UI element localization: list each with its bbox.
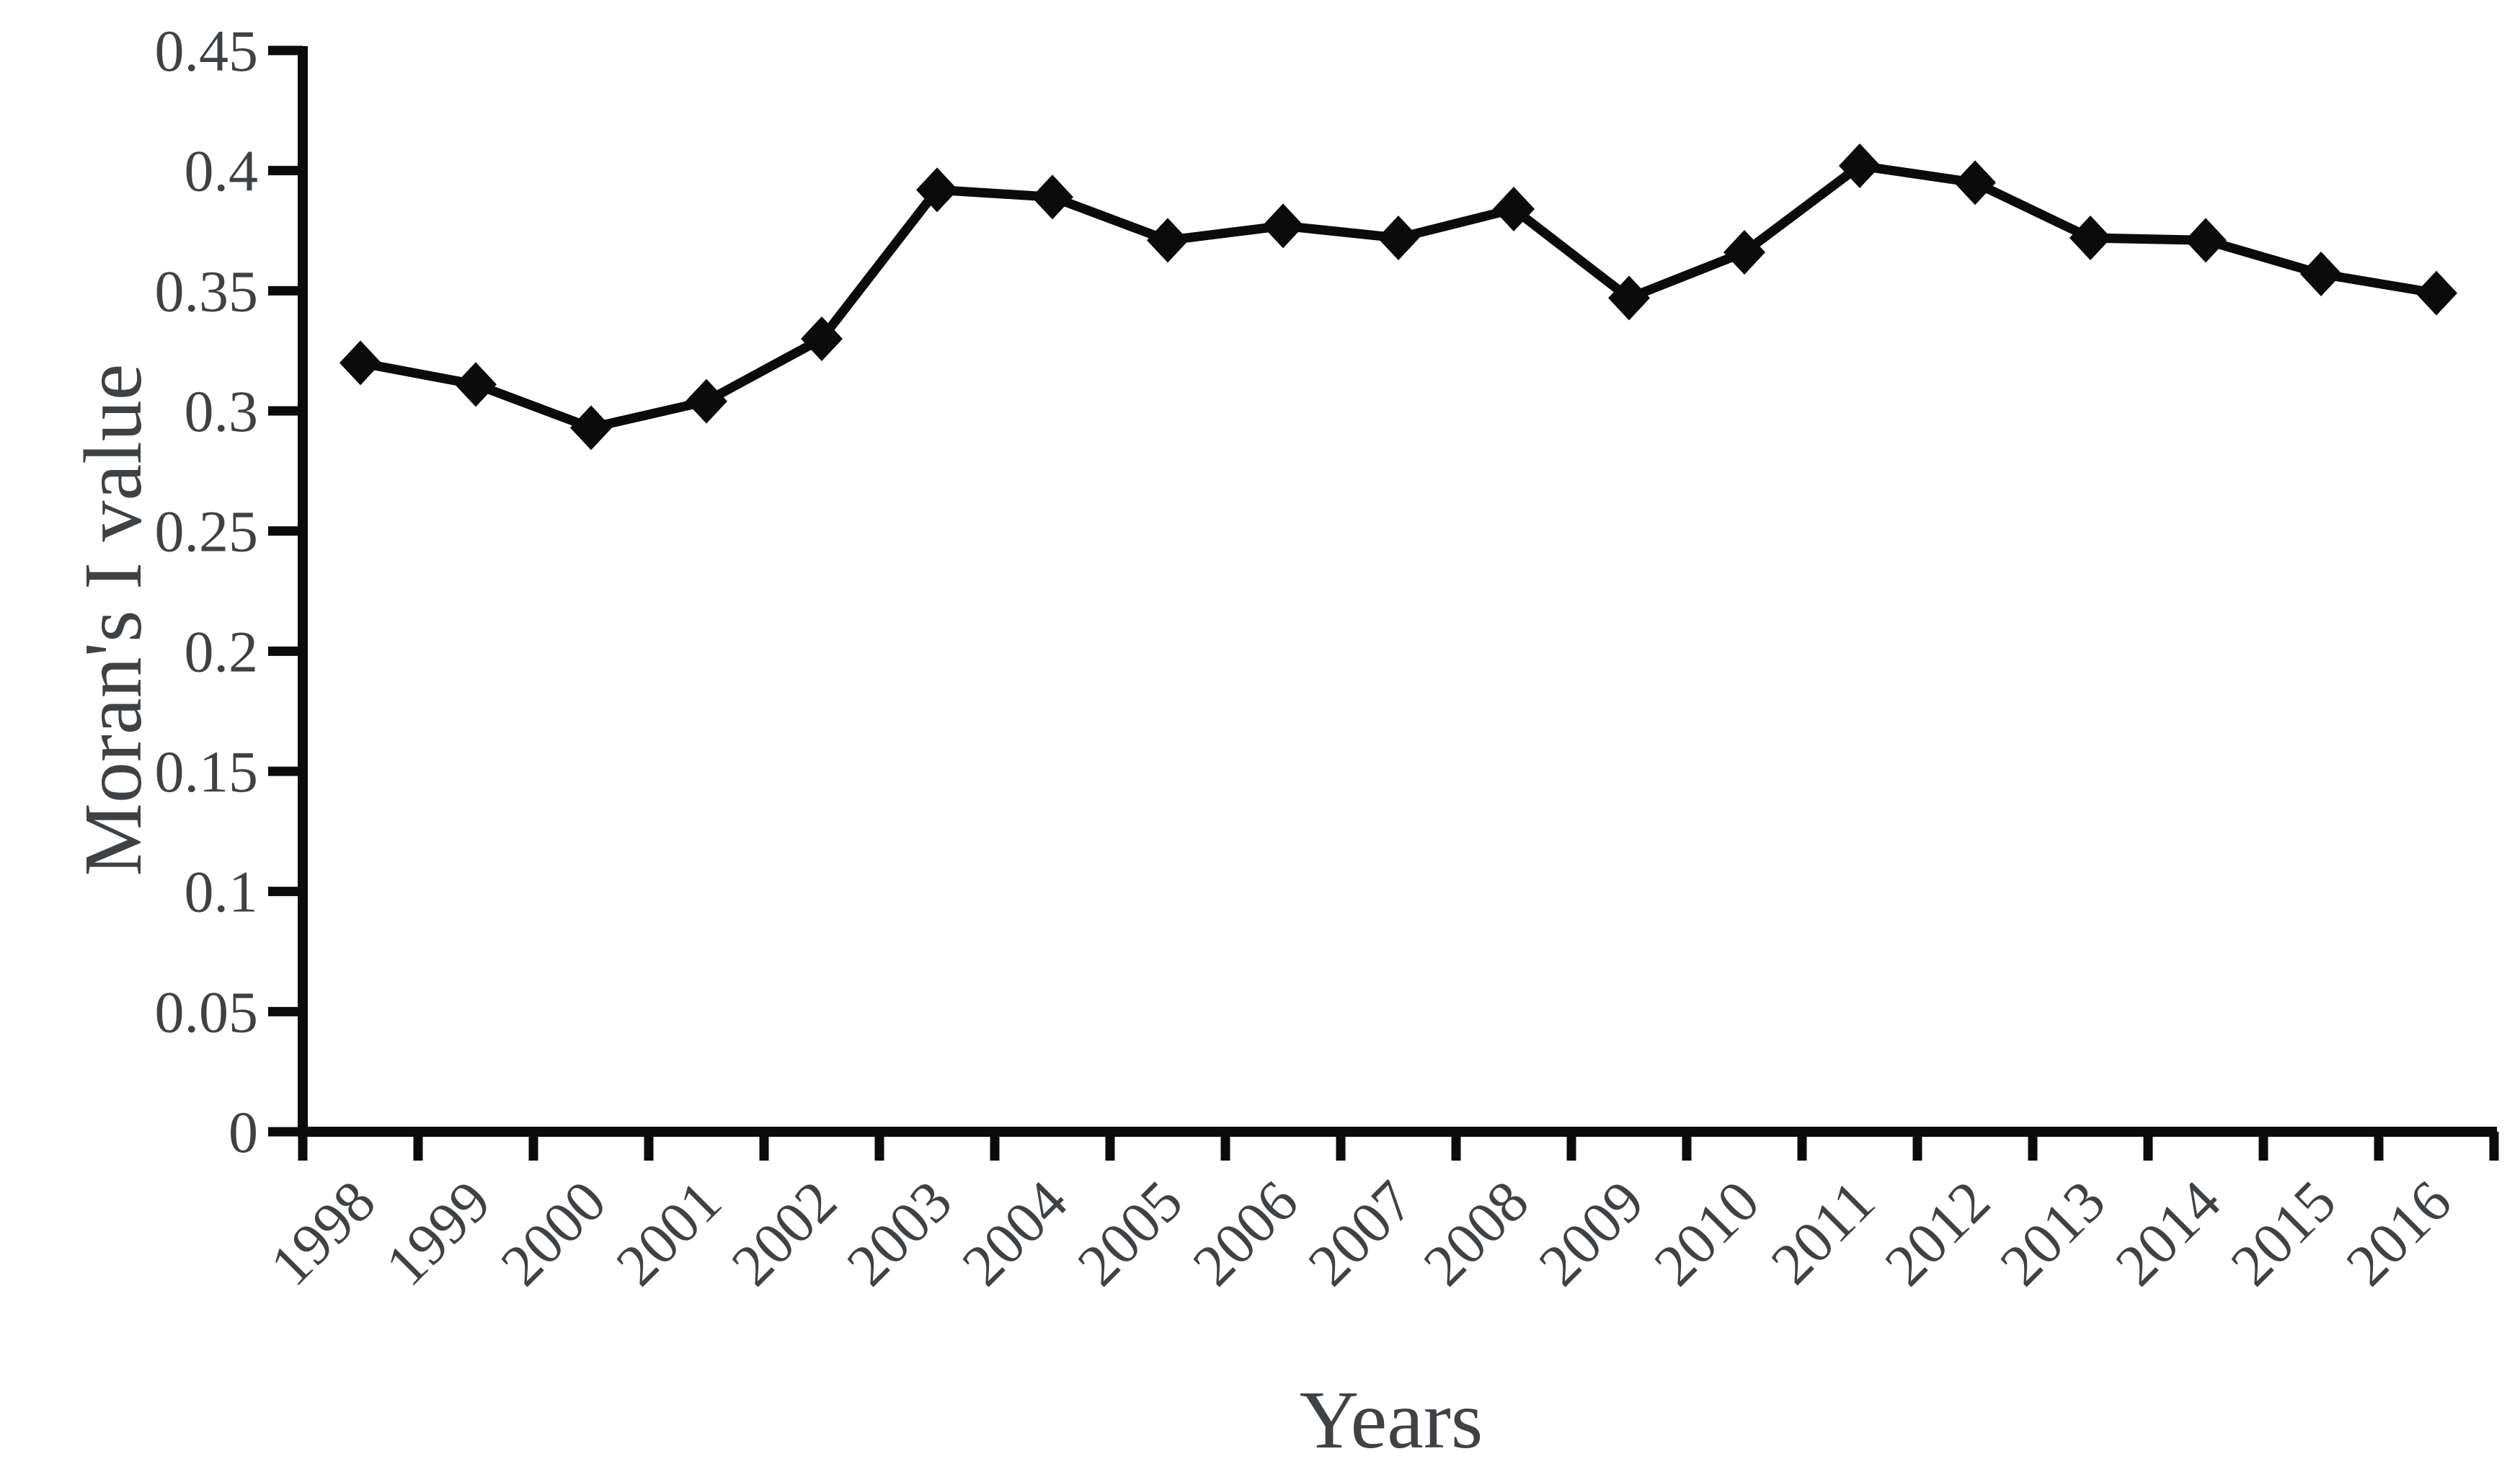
data-point-marker (801, 316, 843, 361)
x-year-label: 2013 (1987, 1168, 2117, 1298)
y-tick-label: 0 (229, 1099, 258, 1165)
data-point-marker (916, 167, 958, 213)
data-point-marker (1147, 218, 1189, 263)
data-point-marker (2415, 270, 2457, 316)
data-point-marker (2185, 218, 2227, 263)
y-tick-label: 0.3 (185, 378, 259, 444)
y-tick-label: 0.05 (155, 979, 259, 1045)
data-point-marker (570, 405, 612, 451)
x-year-label: 2016 (2333, 1168, 2463, 1298)
data-point-marker (1262, 203, 1304, 249)
data-point-marker (455, 362, 497, 407)
x-year-label: 2002 (719, 1168, 848, 1298)
x-year-label: 2010 (1641, 1168, 1771, 1298)
x-axis-title: Years (1300, 1374, 1483, 1466)
y-axis-title: Moran's I value (67, 364, 159, 877)
x-year-label: 2006 (1180, 1168, 1310, 1298)
x-year-label: 1999 (373, 1168, 502, 1298)
x-year-label: 2015 (2218, 1168, 2348, 1298)
y-tick-label: 0.45 (155, 18, 259, 84)
data-point-marker (1839, 143, 1881, 188)
y-tick-label: 0.1 (185, 859, 259, 925)
data-line (355, 161, 2441, 433)
chart-plot-area: 0 0.05 0.1 0.15 0.2 0.25 0.3 0.35 0.4 0.45 1998199… (155, 18, 2499, 1298)
y-tick-label: 0.15 (155, 739, 259, 804)
y-tick-label: 0.35 (155, 258, 259, 324)
data-point-marker (2300, 252, 2342, 296)
x-year-label: 2001 (603, 1168, 733, 1298)
data-point-marker (1493, 187, 1535, 231)
y-tick-label: 0.2 (185, 618, 259, 684)
data-point-marker (1031, 174, 1073, 220)
x-year-label: 2009 (1526, 1168, 1656, 1298)
data-point-marker (1377, 216, 1419, 260)
x-year-label: 2005 (1065, 1168, 1194, 1298)
x-year-label: 2004 (949, 1168, 1079, 1298)
x-year-label: 2000 (488, 1168, 618, 1298)
x-year-label: 2014 (2103, 1168, 2232, 1298)
data-point-marker (1954, 160, 1996, 205)
x-year-label: 2008 (1411, 1168, 1540, 1298)
y-tick-label: 0.25 (155, 499, 259, 564)
data-point-marker (2069, 216, 2111, 260)
data-point-marker (1723, 230, 1765, 275)
data-point-marker (340, 340, 381, 386)
x-year-label: 2003 (834, 1168, 964, 1298)
x-year-label: 2012 (1872, 1168, 2002, 1298)
data-point-marker (1608, 275, 1650, 321)
x-year-label: 1998 (257, 1168, 387, 1298)
data-point-marker (686, 378, 727, 424)
x-year-label: 2011 (1759, 1168, 1887, 1296)
y-tick-label: 0.4 (185, 138, 259, 204)
x-year-label: 2007 (1295, 1168, 1425, 1298)
